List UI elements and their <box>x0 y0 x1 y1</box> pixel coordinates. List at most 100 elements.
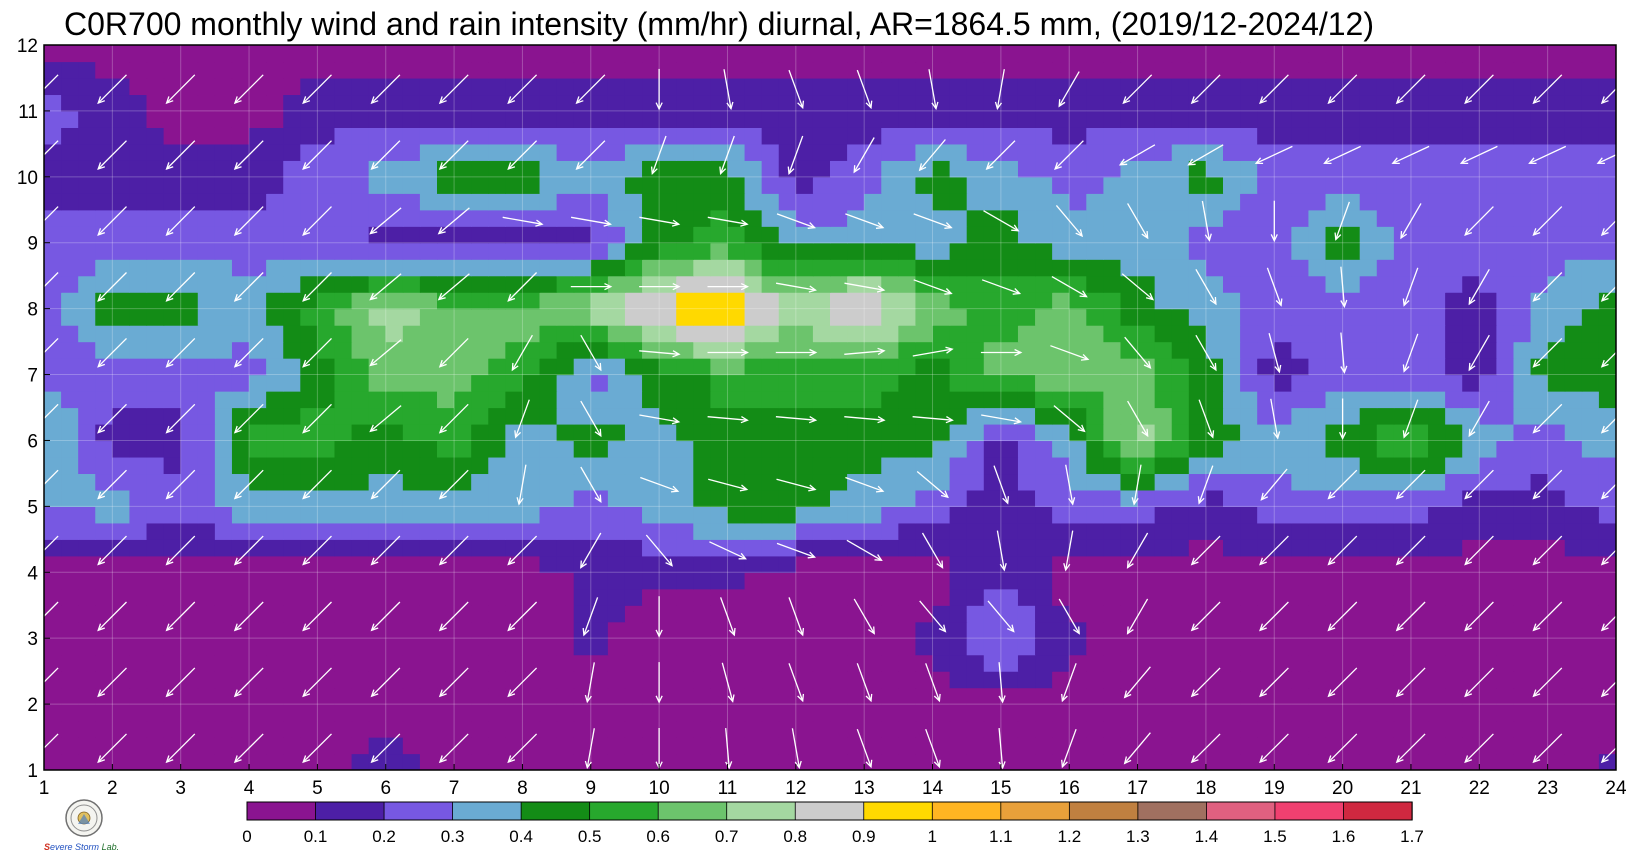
heat-cell <box>1428 176 1446 194</box>
wind-arrow-shaft <box>987 600 1015 632</box>
heat-cell <box>44 61 62 79</box>
heat-cell <box>385 654 404 672</box>
heat-cell <box>1103 621 1122 639</box>
wind-arrow <box>1464 469 1494 500</box>
heat-cell <box>983 522 1002 540</box>
heat-cell <box>1359 259 1378 277</box>
heat-cell <box>1205 539 1224 557</box>
heat-cell <box>419 489 438 507</box>
heat-cell <box>659 687 677 705</box>
heat-cell <box>437 671 455 689</box>
heat-cell <box>1223 391 1241 409</box>
heat-cell <box>402 110 421 128</box>
heat-cell <box>1581 522 1600 540</box>
heat-cell <box>676 423 694 442</box>
heat-cell <box>1188 473 1207 491</box>
heat-cell <box>1428 193 1446 211</box>
heat-cell <box>1257 226 1275 244</box>
heat-cell <box>556 638 575 656</box>
heat-cell <box>112 555 131 573</box>
heat-cell <box>847 226 865 244</box>
heat-cell <box>1223 588 1241 606</box>
wind-arrow <box>1195 268 1217 306</box>
heat-cell <box>983 77 1002 96</box>
heat-cell <box>1428 638 1446 656</box>
heat-cell <box>915 456 934 475</box>
wind-arrow <box>845 476 885 493</box>
heat-cell <box>761 720 780 738</box>
heat-cell <box>710 259 729 277</box>
heat-cell <box>795 94 814 112</box>
heat-cell <box>710 588 729 606</box>
heat-cell <box>95 407 113 425</box>
heat-cell <box>1530 242 1549 260</box>
heat-cell <box>1359 621 1378 639</box>
heat-cell <box>949 209 968 227</box>
wind-arrow-shaft <box>853 137 875 173</box>
heat-cell <box>590 143 609 161</box>
heat-cell <box>1274 539 1292 557</box>
heat-cell <box>1069 555 1087 573</box>
wind-arrow <box>233 601 264 632</box>
heat-cell <box>1291 506 1310 524</box>
heat-cell <box>983 325 1002 343</box>
wind-arrow-shaft <box>507 272 538 302</box>
heat-cell <box>488 275 506 293</box>
heat-cell <box>659 621 677 639</box>
heat-cell <box>949 45 968 63</box>
heat-cell <box>539 539 558 557</box>
heat-cell <box>983 605 1002 623</box>
wind-arrow <box>1270 398 1281 440</box>
heat-cell <box>864 275 882 293</box>
heat-cell <box>710 539 729 557</box>
wind-arrow-shaft <box>1065 464 1074 505</box>
heat-cell <box>966 160 985 178</box>
heat-cell <box>146 127 165 145</box>
heat-cell <box>761 193 780 211</box>
heat-cell <box>266 605 284 623</box>
wind-arrow-head <box>1532 425 1541 434</box>
wind-arrow-shaft <box>1464 601 1494 631</box>
heat-cell <box>864 671 882 689</box>
wind-arrow <box>511 334 533 372</box>
heat-cell <box>1393 193 1412 211</box>
heat-cell <box>129 522 148 540</box>
heat-cell <box>1154 374 1173 392</box>
heat-cell <box>317 423 336 442</box>
heat-cell <box>44 358 62 376</box>
wind-arrow <box>981 414 1023 425</box>
heat-cell <box>1496 506 1515 524</box>
heat-cell <box>471 539 489 557</box>
heat-cell <box>283 275 301 293</box>
wind-arrow-shaft <box>640 476 679 492</box>
heat-cell <box>624 292 643 310</box>
heat-cell <box>1240 242 1258 260</box>
heat-cell <box>1017 110 1036 128</box>
heat-cell <box>710 605 729 623</box>
heat-cell <box>1188 358 1207 376</box>
heat-cell <box>44 572 62 590</box>
heat-cell <box>419 506 438 524</box>
heat-cell <box>795 605 814 623</box>
heat-cell <box>1205 143 1224 161</box>
wind-arrow-head <box>875 485 885 493</box>
heat-cell <box>539 110 558 128</box>
wind-arrow <box>438 535 469 566</box>
heat-cell <box>1410 588 1429 606</box>
heat-cell <box>385 160 404 178</box>
heat-cell <box>266 572 284 590</box>
heat-cell <box>847 242 865 260</box>
wind-arrow-shaft <box>439 733 469 763</box>
heat-cell <box>180 638 199 656</box>
heat-cell <box>727 704 746 722</box>
heat-cell <box>1240 358 1258 376</box>
heat-cell <box>676 704 694 722</box>
heat-cell <box>78 473 96 491</box>
heat-cell <box>1017 209 1036 227</box>
wind-arrow-head <box>1080 353 1090 361</box>
heat-cell <box>1325 61 1344 79</box>
heat-cell <box>590 572 609 590</box>
heat-cell <box>146 423 165 442</box>
wind-arrow-shaft <box>507 140 538 170</box>
heat-cell <box>727 407 746 425</box>
